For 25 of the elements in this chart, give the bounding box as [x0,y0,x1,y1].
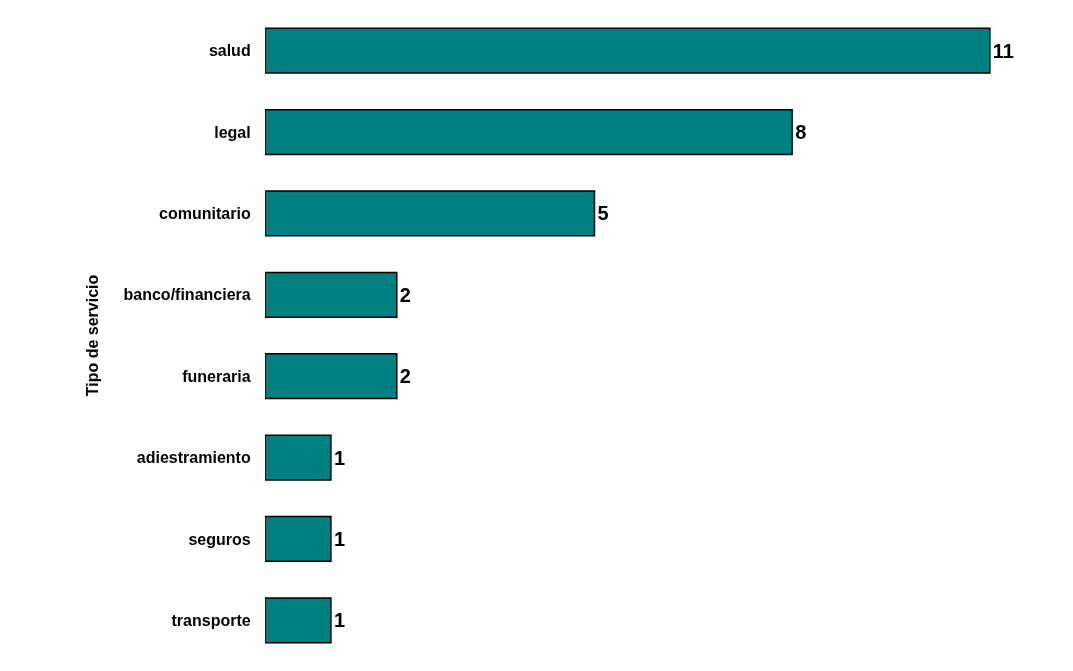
y-tick-label: transporte [171,611,264,629]
data-label: 2 [399,365,411,388]
y-tick-label: banco/financiera [123,286,264,304]
bar [265,597,332,644]
data-label: 2 [399,283,411,306]
data-label: 1 [333,446,346,469]
data-label: 11 [992,39,1015,62]
data-label: 1 [333,527,346,550]
bar [265,353,398,400]
y-tick-label: comunitario [159,205,264,223]
y-tick-label: seguros [188,530,264,548]
bar [265,515,332,563]
y-tick-label: salud [208,42,264,60]
data-label: 8 [795,121,807,144]
y-axis-title: Tipo de servicio [84,274,102,397]
y-tick-label: funeraria [182,367,264,385]
bar [265,108,793,156]
bar [265,27,991,74]
data-label: 5 [597,202,609,225]
y-tick-label: legal [214,123,264,141]
y-tick-label: adiestramiento [136,449,264,467]
bar [265,190,596,237]
bar [265,271,398,318]
bar [265,434,332,481]
data-label: 1 [333,609,346,632]
